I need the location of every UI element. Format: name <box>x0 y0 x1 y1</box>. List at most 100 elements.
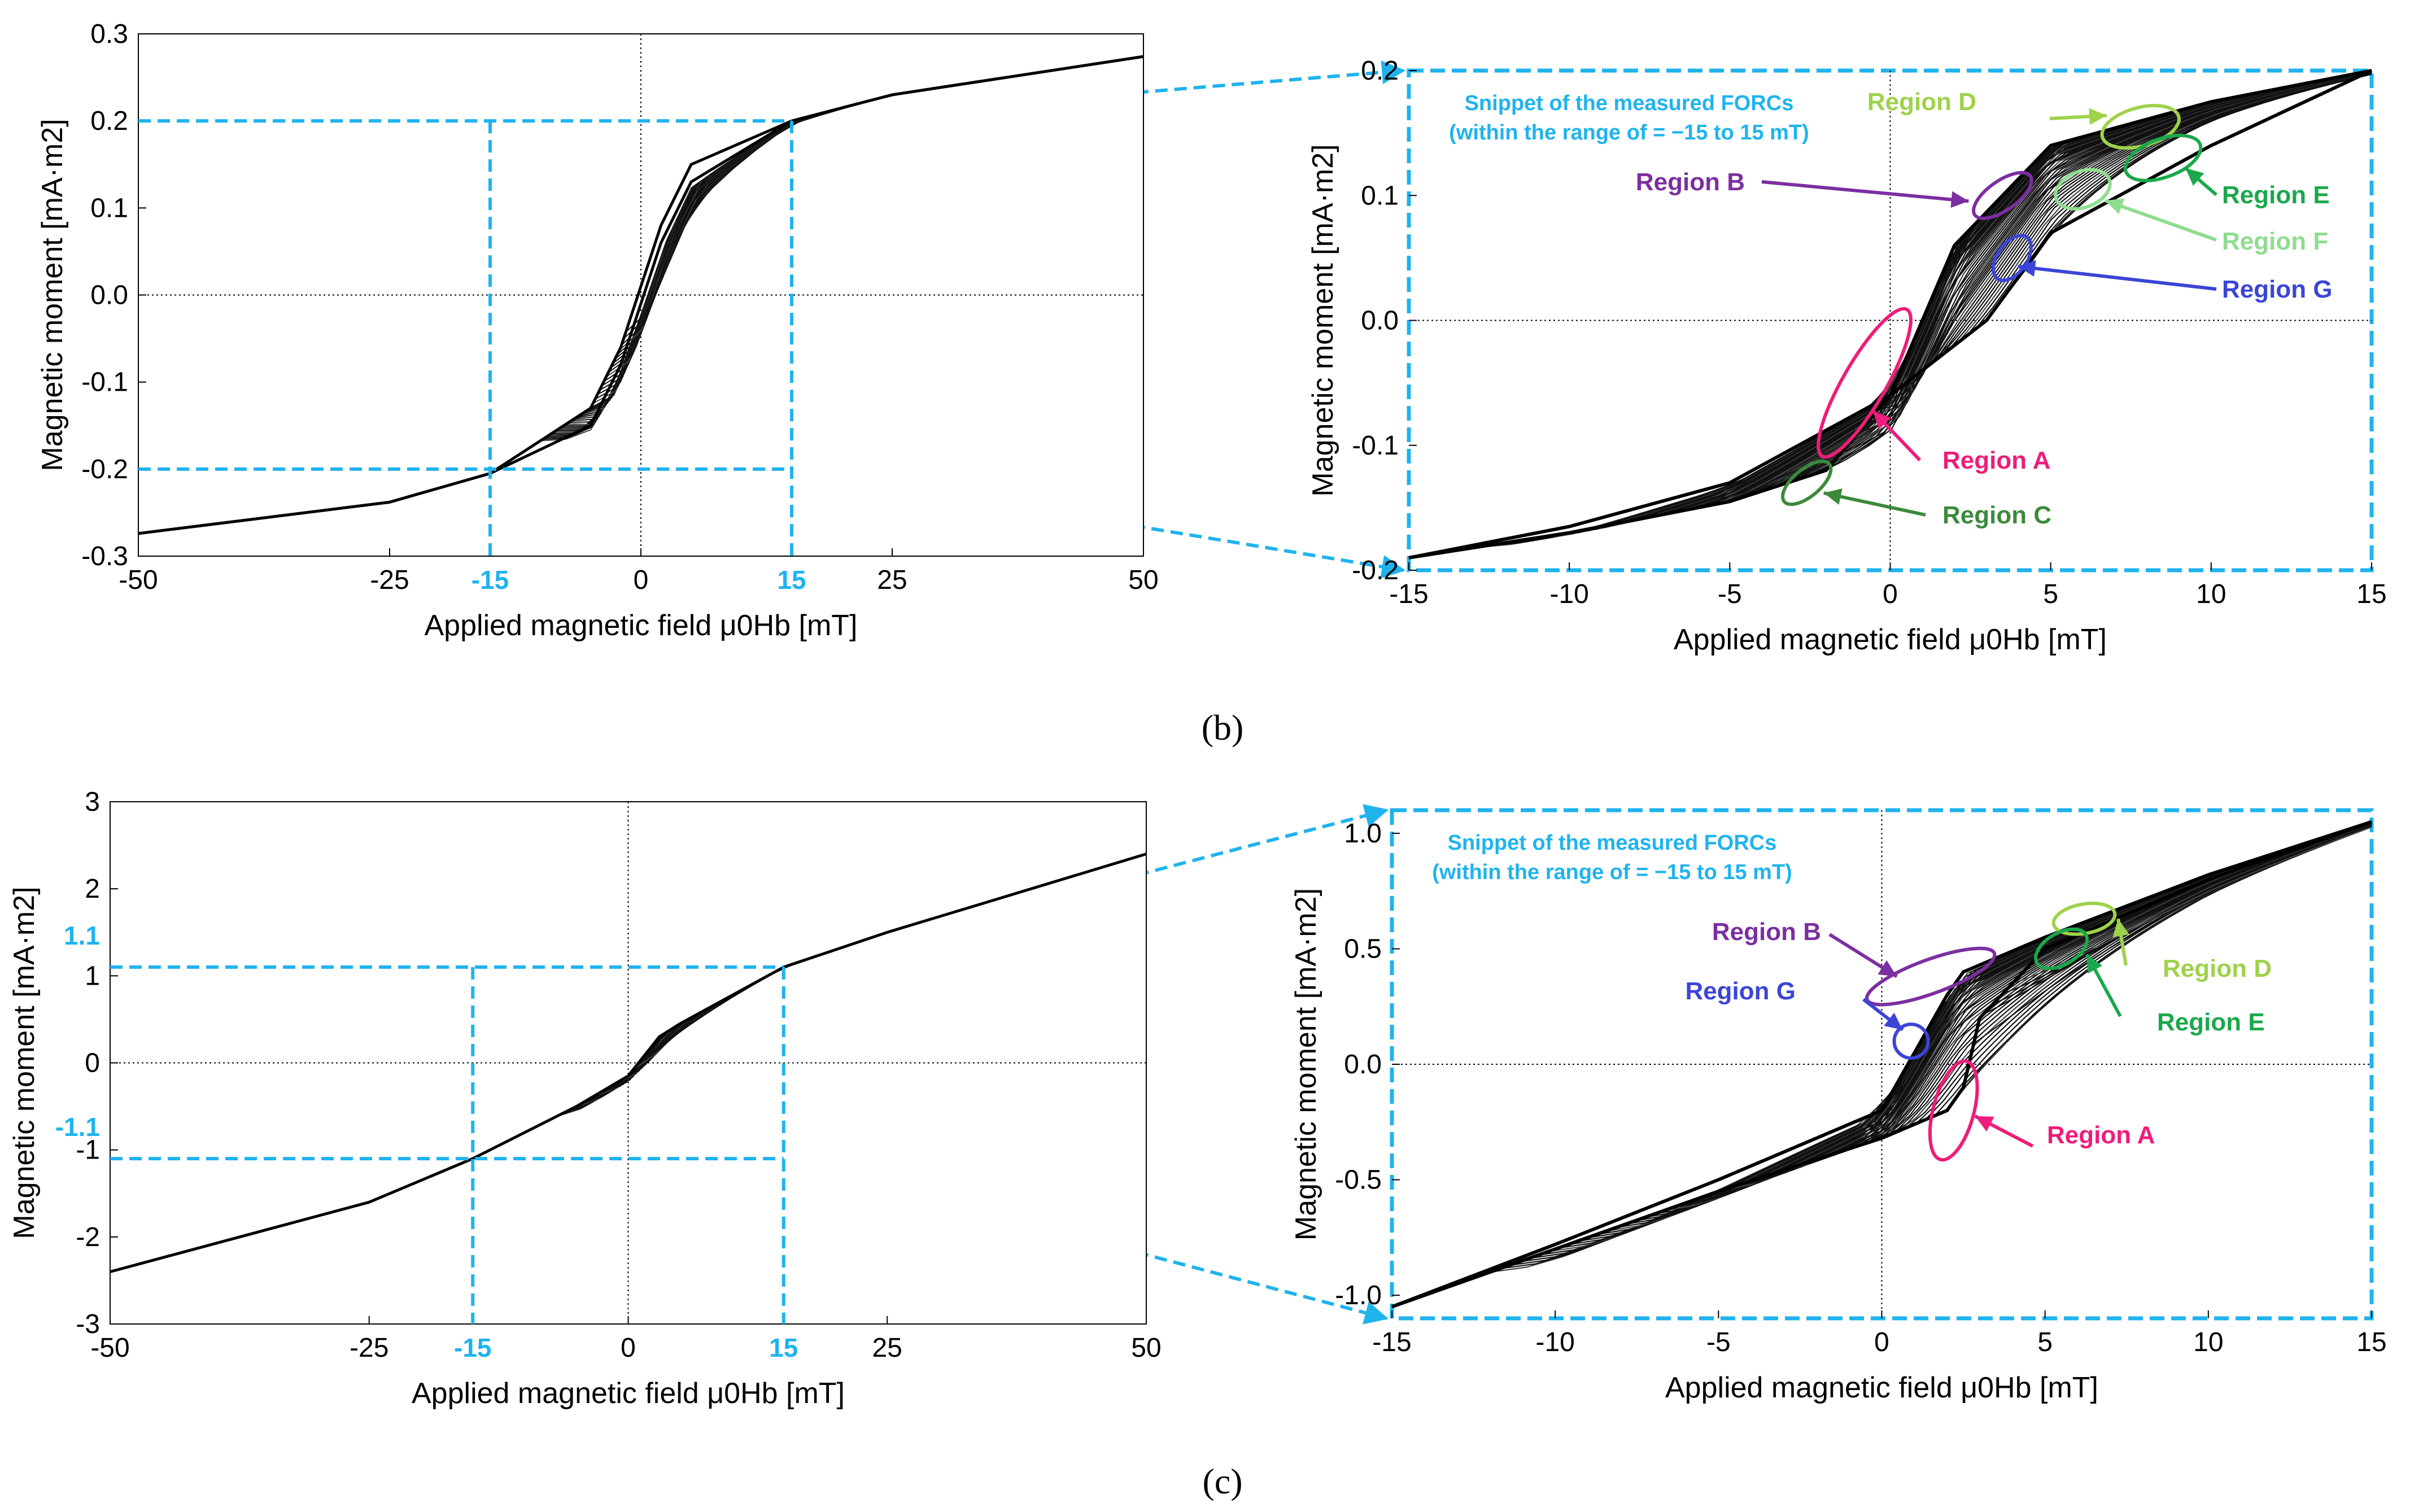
y-tick-label: -0.2 <box>1352 556 1399 585</box>
region-arrow-head <box>2018 260 2036 277</box>
region-ellipse <box>1972 171 2033 220</box>
snippet-title: (within the range of = −15 to 15 mT) <box>1449 121 1809 145</box>
y-tick-label: 0.0 <box>1344 1050 1382 1080</box>
y-tick-label: -2 <box>76 1222 100 1252</box>
region-arrow-head <box>1823 488 1843 505</box>
y-tick-label: 0.5 <box>1344 934 1382 964</box>
region-label: Region A <box>2047 1121 2155 1149</box>
region-label: Region A <box>1942 447 2050 474</box>
y-tick-label: 0.2 <box>90 106 128 136</box>
y-axis-title: Magnetic moment [mA·m2] <box>8 886 41 1239</box>
x-tick-label: 0 <box>634 565 649 595</box>
x-axis-title: Applied magnetic field μ0Hb [mT] <box>1665 1371 2098 1404</box>
series-line <box>1391 820 2372 1309</box>
region-ellipse <box>1865 946 1997 1007</box>
region-label: Region G <box>1685 977 1796 1005</box>
x-axis-title: Applied magnetic field μ0Hb [mT] <box>412 1377 845 1410</box>
region-label: Region D <box>2163 955 2272 982</box>
y-tick-label: 0.0 <box>90 281 128 311</box>
x-tick-label: 25 <box>877 565 907 595</box>
region-ellipse <box>1817 307 1913 459</box>
snippet-title: (within the range of = −15 to 15 mT) <box>1432 860 1792 884</box>
region-arrow-head <box>1884 1012 1903 1030</box>
x-tick-label: 0 <box>621 1333 636 1363</box>
y-tick-label-highlight: 1.1 <box>64 921 100 950</box>
y-tick-label: -0.5 <box>1335 1165 1382 1195</box>
region-label: Region F <box>2222 228 2328 255</box>
x-tick-label: -10 <box>1549 579 1588 609</box>
x-tick-label: 0 <box>1883 579 1898 609</box>
y-tick-label: 0.1 <box>1361 181 1399 211</box>
region-arrow <box>2105 199 2217 242</box>
region-label: Region E <box>2222 181 2330 209</box>
series-line <box>1408 69 2372 560</box>
x-tick-label: -5 <box>1718 579 1742 609</box>
x-tick-label: -25 <box>350 1333 388 1363</box>
snippet-title: Snippet of the measured FORCs <box>1448 831 1777 855</box>
x-tick-label: 50 <box>1131 1333 1161 1363</box>
region-arrow-head <box>2112 919 2129 937</box>
x-tick-label-highlight: -15 <box>471 565 509 595</box>
region-ellipse <box>2123 133 2203 182</box>
x-tick-label: -5 <box>1706 1327 1731 1357</box>
caption-b: (b) <box>1202 707 1244 748</box>
y-tick-label: 3 <box>85 787 100 817</box>
x-tick-label-highlight: 15 <box>777 565 806 595</box>
region-arrow-head <box>2086 954 2103 974</box>
y-tick-label: -0.1 <box>81 368 128 397</box>
y-tick-label: 2 <box>85 874 100 904</box>
x-tick-label: 0 <box>1874 1327 1889 1357</box>
region-arrow-head <box>1950 191 1969 208</box>
x-tick-label: -15 <box>1372 1327 1411 1357</box>
y-tick-label: -0.2 <box>81 455 128 484</box>
x-tick-label: 15 <box>2356 579 2386 609</box>
x-tick-label: 10 <box>2196 579 2226 609</box>
region-arrow-head <box>1878 960 1897 977</box>
x-tick-label: 15 <box>2356 1327 2386 1357</box>
series-line <box>110 853 1147 1273</box>
y-tick-label: -3 <box>76 1309 100 1339</box>
y-axis-title: Magnetic moment [mA·m2] <box>1307 144 1339 496</box>
y-tick-label: -1.0 <box>1335 1281 1382 1310</box>
region-arrow <box>2018 264 2217 291</box>
region-label: Region D <box>1867 88 1976 116</box>
region-arrow <box>1823 491 1926 517</box>
region-arrow <box>1761 180 1969 203</box>
y-tick-label: -0.3 <box>81 541 128 571</box>
x-tick-label: 25 <box>872 1333 902 1363</box>
x-tick-label: 5 <box>2037 1327 2053 1357</box>
y-tick-label: 0 <box>85 1048 100 1078</box>
x-tick-label: 10 <box>2193 1327 2223 1357</box>
series-line <box>1408 69 2373 560</box>
region-arrow-head <box>2185 168 2204 186</box>
region-label: Region B <box>1712 918 1821 946</box>
y-tick-label: 0.3 <box>90 19 128 49</box>
x-tick-label: -25 <box>370 565 409 595</box>
y-tick-label-highlight: -1.1 <box>55 1112 100 1142</box>
series-line <box>1391 820 2372 1309</box>
y-tick-label: -0.1 <box>1352 431 1399 461</box>
caption-c: (c) <box>1202 1461 1242 1501</box>
region-ellipse <box>1928 1059 1979 1162</box>
region-arrow-head <box>2089 108 2107 125</box>
x-tick-label: -10 <box>1535 1327 1574 1357</box>
region-ellipse <box>2054 168 2112 211</box>
y-tick-label: 0.0 <box>1361 306 1399 336</box>
y-tick-label: 0.2 <box>1361 56 1399 86</box>
y-tick-label: 0.1 <box>90 193 128 223</box>
y-axis-title: Magnetic moment [mA·m2] <box>1290 888 1322 1240</box>
y-axis-title: Magnetic moment [mA·m2] <box>36 119 69 471</box>
snippet-title: Snippet of the measured FORCs <box>1465 91 1794 115</box>
series-line <box>138 55 1144 535</box>
x-axis-title: Applied magnetic field μ0Hb [mT] <box>1674 623 2107 656</box>
region-arrow-head <box>1873 411 1891 430</box>
region-arrow-head <box>2105 198 2125 215</box>
x-tick-label-highlight: -15 <box>454 1333 491 1362</box>
x-tick-label: 50 <box>1128 565 1158 595</box>
x-tick-label: 5 <box>2043 579 2058 609</box>
region-ellipse <box>2034 927 2089 971</box>
region-ellipse <box>1892 1022 1930 1060</box>
region-label: Region C <box>1942 501 2051 529</box>
chart-b-full: -50 -25 0 25 50 -15 15 0.3 0.2 0.1 0.0 -0.1 -0.2 -0.3… <box>36 19 1159 642</box>
